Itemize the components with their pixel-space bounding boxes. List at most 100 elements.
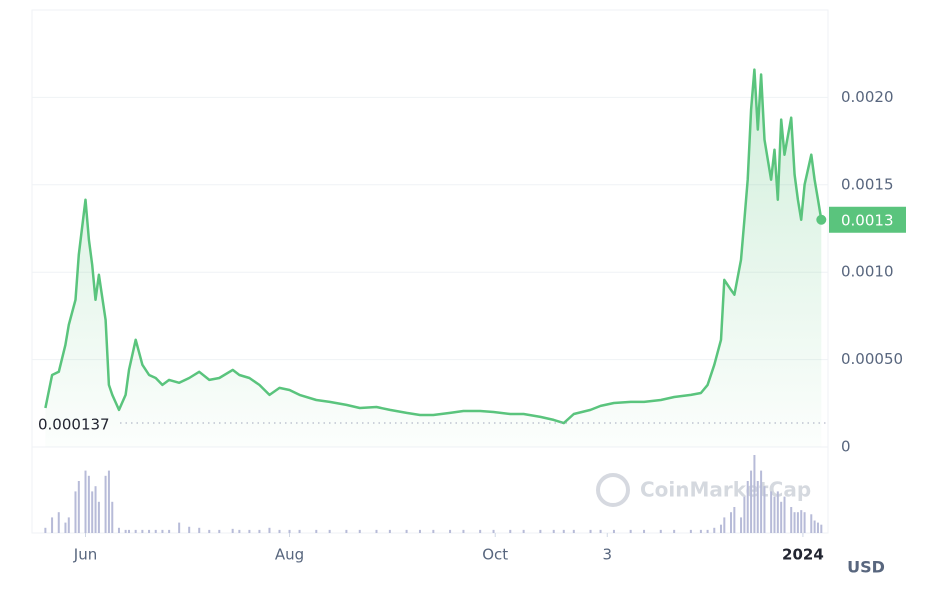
volume-bar <box>432 529 435 533</box>
volume-bar <box>783 496 786 533</box>
x-tick-label: Jun <box>73 546 97 564</box>
volume-bar <box>154 529 157 533</box>
volume-bar <box>91 491 94 533</box>
volume-bar <box>375 529 378 533</box>
volume-bar <box>141 529 144 533</box>
volume-bar <box>231 528 234 533</box>
volume-bar <box>750 470 753 533</box>
volume-bar <box>756 481 759 533</box>
volume-bar <box>746 481 749 533</box>
volume-bar <box>552 529 555 533</box>
plot-frame <box>31 9 829 534</box>
volume-bar <box>719 524 722 533</box>
volume-bar <box>388 529 391 533</box>
volume-bar <box>780 501 783 533</box>
y-tick-label: 0.0010 <box>841 263 894 281</box>
volume-bar <box>509 529 512 533</box>
volume-bar <box>730 512 733 533</box>
volume-bar <box>449 529 452 533</box>
volume-bar <box>689 529 692 533</box>
volume-bar <box>810 514 813 533</box>
y-tick-label: 0.00050 <box>841 350 903 368</box>
volume-bar <box>44 527 47 533</box>
volume-bar <box>161 529 164 533</box>
volume-bar <box>770 491 773 533</box>
current-dot <box>816 214 827 225</box>
volume-bar <box>612 529 615 533</box>
volume-bar <box>104 475 107 533</box>
volume-bar <box>74 491 77 533</box>
volume-bar <box>813 520 816 533</box>
low-label: 0.000137 <box>38 416 110 434</box>
volume-bar <box>134 529 137 533</box>
volume-bar <box>659 529 662 533</box>
volume-bar <box>51 517 54 533</box>
x-tick-label: Aug <box>275 546 304 564</box>
volume-bar <box>820 524 823 533</box>
volume-bar <box>278 529 281 533</box>
volume-bar <box>67 517 70 533</box>
volume-bar <box>706 529 709 533</box>
volume-bar <box>723 517 726 533</box>
volume-bar <box>539 529 542 533</box>
volume-bar <box>793 512 796 533</box>
volume-bar <box>740 517 743 533</box>
volume-bar <box>405 529 408 533</box>
volume-bar <box>803 512 806 533</box>
x-tick-label: 2024 <box>782 546 824 564</box>
price-line <box>44 68 823 425</box>
volume-bar <box>208 529 211 533</box>
y-tick-label: 0 <box>841 438 851 456</box>
volume-bar <box>776 491 779 533</box>
volume-bar <box>733 507 736 533</box>
current-price-label: 0.0013 <box>841 211 894 229</box>
volume-bar <box>699 529 702 533</box>
volume-bar <box>87 475 90 533</box>
volume-bar <box>57 512 60 533</box>
watermark: CoinMarketCap <box>596 473 811 507</box>
volume-bar <box>218 529 221 533</box>
x-tick-label: 3 <box>602 546 612 564</box>
volume-bar <box>328 529 331 533</box>
volume-bar <box>258 529 261 533</box>
volume-bar <box>298 529 301 533</box>
volume-bar <box>198 527 201 533</box>
volume-bar <box>107 470 110 533</box>
y-tick-label: 0.0015 <box>841 175 894 193</box>
volume-bar <box>168 529 171 533</box>
volume-bar <box>643 529 646 533</box>
price-area <box>45 69 822 447</box>
volume-bar <box>127 529 130 533</box>
currency-label: USD <box>847 558 885 577</box>
volume-bar <box>572 529 575 533</box>
volume-bar <box>522 529 525 533</box>
current-price-box <box>829 206 906 233</box>
volume-bar <box>418 529 421 533</box>
volume-bar <box>148 529 151 533</box>
volume-bar <box>188 526 191 533</box>
volume-bar <box>673 529 676 533</box>
volume-bar <box>816 522 819 533</box>
volume-bar <box>84 470 87 533</box>
watermark-text: CoinMarketCap <box>640 478 811 502</box>
volume-bar <box>462 529 465 533</box>
volume-bar <box>268 527 271 533</box>
volume-bar <box>178 522 181 533</box>
volume-bar <box>773 496 776 533</box>
volume-bar <box>790 507 793 533</box>
volume-bar <box>358 529 361 533</box>
volume-bar <box>713 527 716 533</box>
x-tick-label: Oct <box>482 546 508 564</box>
watermark-logo <box>596 473 630 507</box>
volume-bar <box>763 486 766 533</box>
volume-bar <box>753 455 756 533</box>
volume-bar <box>599 529 602 533</box>
volume-bar <box>94 486 97 533</box>
volume-bar <box>97 501 100 533</box>
volume-bar <box>111 501 114 533</box>
volume-bar <box>479 529 482 533</box>
volume-bar <box>760 470 763 533</box>
volume-bar <box>64 522 67 533</box>
volume-bar <box>629 529 632 533</box>
